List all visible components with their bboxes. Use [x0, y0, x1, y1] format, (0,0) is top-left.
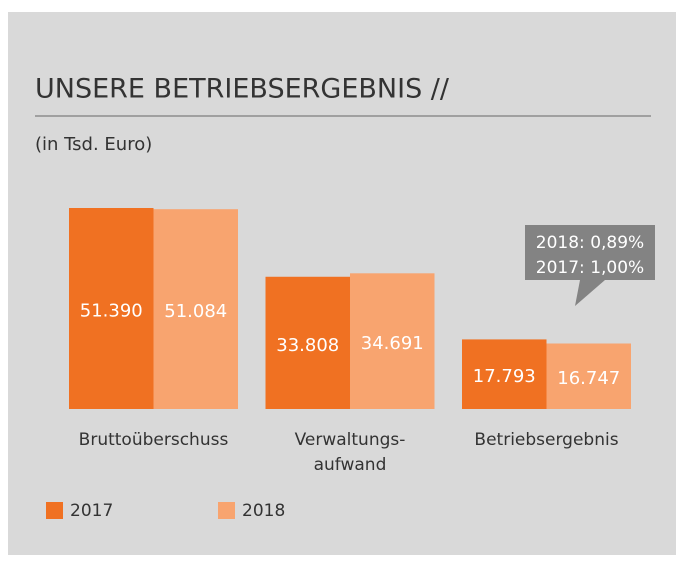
- value-label: 51.084: [164, 301, 227, 322]
- x-tick-label: Verwaltungs-aufwand: [295, 430, 406, 475]
- bar: [546, 343, 631, 409]
- x-tick-label: Betriebsergebnis: [474, 430, 618, 450]
- x-tick-label: Bruttoüberschuss: [79, 430, 229, 450]
- legend-swatch: [46, 502, 63, 519]
- bar: [350, 273, 435, 409]
- bar: [153, 209, 238, 409]
- value-label: 33.808: [276, 335, 339, 356]
- value-label: 16.747: [557, 368, 620, 389]
- callout-box: [525, 225, 655, 306]
- annotation: 2017: 1,00%: [536, 258, 644, 278]
- legend-label: 2018: [242, 501, 285, 521]
- chart-title: UNSERE BETRIEBSERGEBNIS //: [35, 74, 450, 105]
- bar: [69, 208, 154, 409]
- value-label: 34.691: [361, 333, 424, 354]
- value-label: 17.793: [473, 366, 536, 387]
- chart-subtitle: (in Tsd. Euro): [35, 134, 152, 155]
- legend-label: 2017: [70, 501, 113, 521]
- value-label: 51.390: [80, 301, 143, 322]
- legend-swatch: [218, 502, 235, 519]
- callout: 2018: 0,89% 2017: 1,00%: [525, 225, 655, 306]
- bar: [265, 276, 350, 409]
- bar: [462, 339, 547, 409]
- annotation: 2018: 0,89%: [536, 233, 644, 253]
